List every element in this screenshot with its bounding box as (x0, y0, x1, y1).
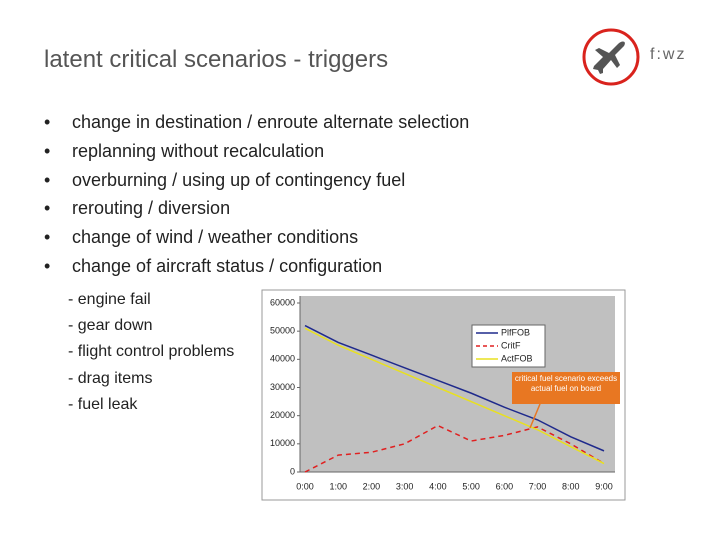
y-tick-label: 20000 (270, 410, 295, 420)
logo-icon (582, 28, 640, 86)
y-tick-label: 10000 (270, 438, 295, 448)
bullet: change in destination / enroute alternat… (44, 112, 469, 141)
y-tick-label: 40000 (270, 354, 295, 364)
x-tick-label: 4:00 (429, 481, 447, 491)
bullet: rerouting / diversion (44, 198, 469, 227)
slide-title: latent critical scenarios - triggers (44, 46, 389, 73)
x-tick-label: 7:00 (529, 481, 547, 491)
sub-item: - engine fail (68, 291, 151, 308)
legend-label: PlfFOB (501, 327, 530, 337)
bullet: change of wind / weather conditions (44, 227, 469, 256)
x-tick-label: 0:00 (296, 481, 314, 491)
bullet: replanning without recalculation (44, 141, 469, 170)
x-tick-label: 9:00 (595, 481, 613, 491)
series-line (304, 324, 605, 452)
sub-item: - gear down (68, 317, 153, 335)
sub-item: - fuel leak (68, 395, 138, 413)
y-tick-label: 0 (290, 466, 295, 476)
y-tick-label: 30000 (270, 382, 295, 392)
logo-text: f:wz (650, 46, 687, 63)
sub-item: - drag items (68, 369, 153, 387)
x-tick-label: 8:00 (562, 481, 580, 491)
annotation-arrow (529, 403, 541, 429)
annotation: critical fuel scenario exceeds actual fu… (512, 372, 620, 404)
x-tick-label: 3:00 (396, 481, 414, 491)
sub-list: - engine fail - gear down - flight control… (68, 291, 234, 422)
x-tick-label: 1:00 (329, 481, 347, 491)
bullet-list: change in destination / enroute alternat… (44, 112, 469, 285)
x-tick-label: 6:00 (496, 481, 514, 491)
series-line (304, 327, 605, 465)
x-tick-label: 5:00 (462, 481, 480, 491)
bullet: overburning / using up of contingency fu… (44, 170, 469, 199)
legend-label: ActFOB (501, 353, 533, 363)
x-tick-label: 2:00 (363, 481, 381, 491)
bullet: change of aircraft status / configuratio… (44, 256, 469, 285)
y-tick-label: 50000 (270, 326, 295, 336)
sub-item: - flight control problems (68, 343, 235, 361)
legend-label: CritF (501, 340, 521, 350)
y-tick-label: 60000 (270, 297, 295, 307)
